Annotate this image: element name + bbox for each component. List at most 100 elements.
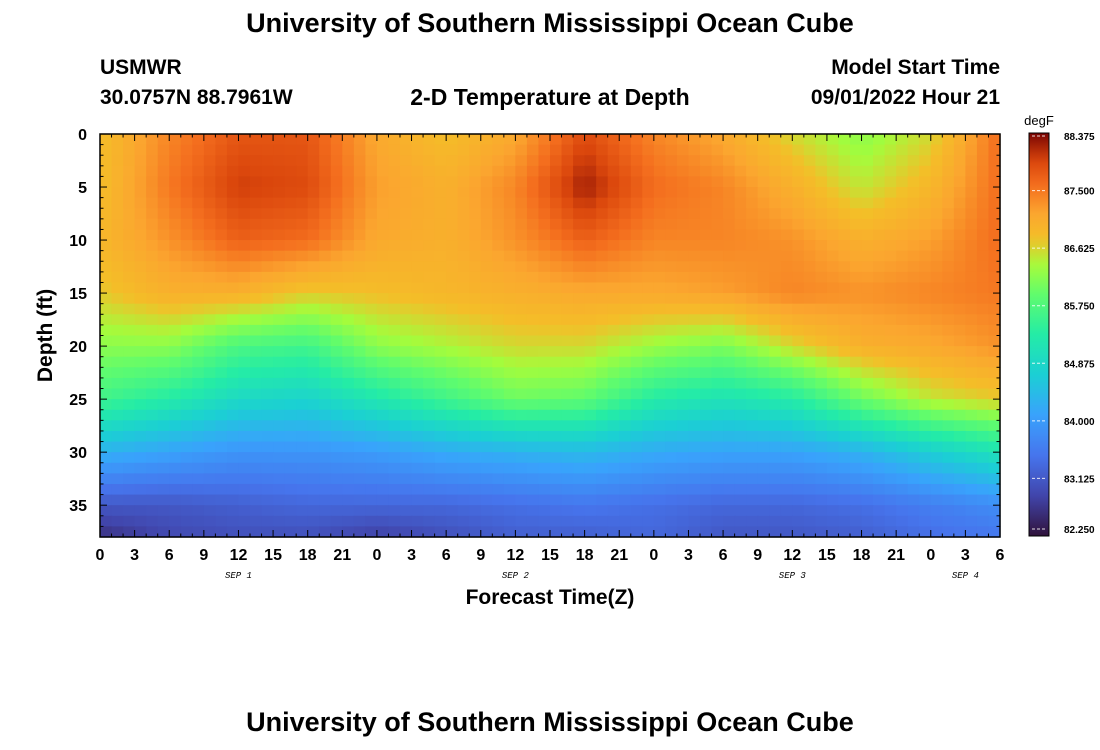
- heatmap-cell: [976, 218, 990, 231]
- x-tick-label: 6: [996, 547, 1005, 564]
- heatmap-cell: [146, 462, 159, 474]
- heatmap-cell: [365, 494, 378, 506]
- heatmap-cell: [711, 261, 724, 273]
- heatmap-cell: [942, 293, 955, 305]
- heatmap-cell: [700, 473, 713, 485]
- heatmap-cell: [423, 187, 436, 199]
- heatmap-cell: [953, 452, 966, 464]
- heatmap-cell: [619, 420, 632, 432]
- heatmap-cell: [919, 293, 932, 305]
- heatmap-cell: [157, 356, 170, 368]
- heatmap-cell: [746, 505, 759, 517]
- heatmap-cell: [953, 229, 966, 241]
- heatmap-cell: [342, 229, 355, 241]
- heatmap-cell: [930, 324, 943, 337]
- heatmap-cell: [111, 452, 124, 464]
- heatmap-cell: [653, 473, 666, 485]
- heatmap-cell: [261, 314, 274, 326]
- heatmap-cell: [446, 367, 459, 379]
- heatmap-cell: [700, 505, 713, 517]
- heatmap-cell: [480, 452, 493, 464]
- heatmap-cell: [203, 271, 216, 284]
- heatmap-cell: [919, 367, 932, 379]
- heatmap-cell: [423, 261, 436, 273]
- heatmap-cell: [376, 399, 390, 411]
- heatmap-cell: [907, 473, 920, 485]
- heatmap-cell: [723, 165, 736, 178]
- heatmap-cell: [111, 144, 124, 156]
- heatmap-cell: [307, 409, 320, 421]
- heatmap-cell: [711, 430, 724, 443]
- heatmap-cell: [711, 420, 724, 432]
- heatmap-cell: [665, 462, 678, 474]
- heatmap-cell: [492, 314, 505, 326]
- heatmap-cell: [157, 155, 170, 167]
- heatmap-cell: [792, 494, 805, 506]
- heatmap-cell: [157, 250, 170, 262]
- heatmap-cell: [803, 494, 816, 506]
- heatmap-cell: [307, 399, 320, 411]
- heatmap-cell: [192, 165, 205, 178]
- heatmap-cell: [434, 229, 447, 241]
- heatmap-cell: [515, 303, 528, 315]
- heatmap-cell: [930, 293, 943, 305]
- heatmap-cell: [896, 144, 909, 156]
- heatmap-cell: [896, 324, 909, 337]
- heatmap-cell: [480, 515, 493, 527]
- heatmap-cell: [400, 335, 413, 347]
- heatmap-cell: [642, 462, 655, 474]
- heatmap-cell: [988, 155, 1001, 167]
- heatmap-cell: [561, 452, 574, 464]
- heatmap-cell: [573, 303, 586, 315]
- heatmap-cell: [780, 335, 793, 347]
- heatmap-cell: [526, 293, 540, 305]
- heatmap-cell: [342, 452, 355, 464]
- heatmap-cell: [538, 356, 551, 368]
- heatmap-cell: [111, 240, 124, 252]
- heatmap-cell: [180, 483, 193, 496]
- heatmap-cell: [423, 430, 436, 443]
- heatmap-cell: [503, 293, 516, 305]
- heatmap-cell: [365, 420, 378, 432]
- heatmap-cell: [203, 324, 216, 337]
- heatmap-cell: [100, 324, 113, 337]
- heatmap-cell: [215, 208, 228, 220]
- heatmap-cell: [319, 293, 332, 305]
- heatmap-cell: [676, 526, 690, 538]
- heatmap-cell: [653, 229, 666, 241]
- heatmap-cell: [238, 462, 251, 474]
- heatmap-cell: [273, 282, 286, 294]
- heatmap-cell: [757, 240, 770, 252]
- heatmap-cell: [319, 208, 332, 220]
- heatmap-cell: [884, 367, 897, 379]
- heatmap-cell: [480, 462, 493, 474]
- heatmap-cell: [226, 282, 240, 294]
- heatmap-cell: [388, 505, 401, 517]
- heatmap-cell: [446, 377, 459, 390]
- heatmap-cell: [365, 208, 378, 220]
- heatmap-cell: [192, 515, 205, 527]
- heatmap-cell: [550, 452, 563, 464]
- heatmap-cell: [376, 261, 390, 273]
- heatmap-cell: [238, 441, 251, 453]
- heatmap-cell: [596, 144, 609, 156]
- heatmap-cell: [665, 197, 678, 209]
- heatmap-cell: [815, 346, 828, 358]
- heatmap-cell: [896, 462, 909, 474]
- heatmap-cell: [642, 430, 655, 443]
- heatmap-cell: [584, 515, 597, 527]
- heatmap-cell: [180, 240, 193, 252]
- heatmap-cell: [550, 293, 563, 305]
- heatmap-cell: [238, 388, 251, 400]
- heatmap-cell: [446, 187, 459, 199]
- heatmap-cell: [700, 314, 713, 326]
- heatmap-cell: [907, 430, 920, 443]
- heatmap-cell: [480, 346, 493, 358]
- heatmap-cell: [723, 229, 736, 241]
- heatmap-cell: [538, 261, 551, 273]
- heatmap-cell: [942, 218, 955, 231]
- heatmap-cell: [134, 293, 147, 305]
- heatmap-cell: [838, 452, 851, 464]
- heatmap-cell: [884, 409, 897, 421]
